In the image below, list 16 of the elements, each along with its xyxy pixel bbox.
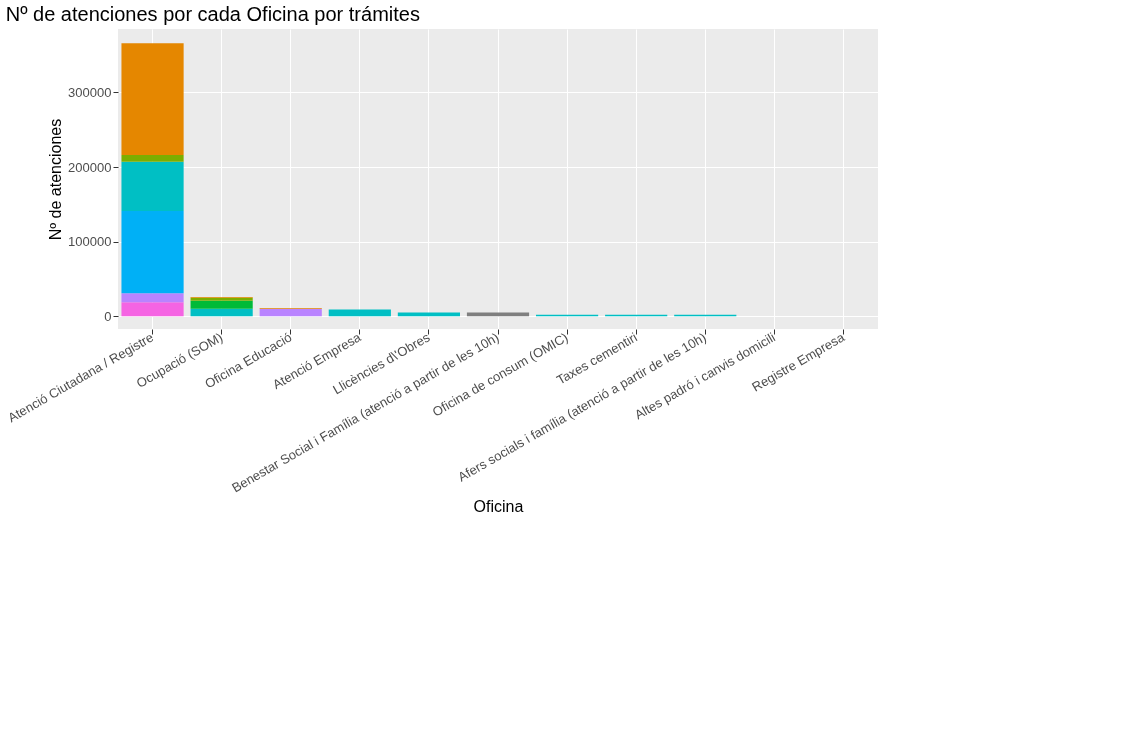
bar	[121, 155, 184, 162]
bar	[190, 308, 253, 317]
y-tick-label: 200000	[68, 159, 112, 175]
bar	[190, 300, 253, 309]
y-tick-label: 0	[104, 308, 112, 324]
y-tick-label: 100000	[68, 234, 112, 250]
bar	[259, 308, 322, 317]
bar	[121, 43, 184, 156]
bar	[121, 293, 184, 303]
y-tick-label: 300000	[68, 84, 112, 100]
bar	[121, 211, 184, 294]
y-axis-title: Nº de atenciones	[47, 118, 65, 241]
bar	[121, 302, 184, 317]
x-axis-title: Oficina	[473, 498, 524, 516]
chart-title: Nº de atenciones por cada Oficina por trámites	[5, 3, 420, 25]
bar	[121, 161, 184, 212]
